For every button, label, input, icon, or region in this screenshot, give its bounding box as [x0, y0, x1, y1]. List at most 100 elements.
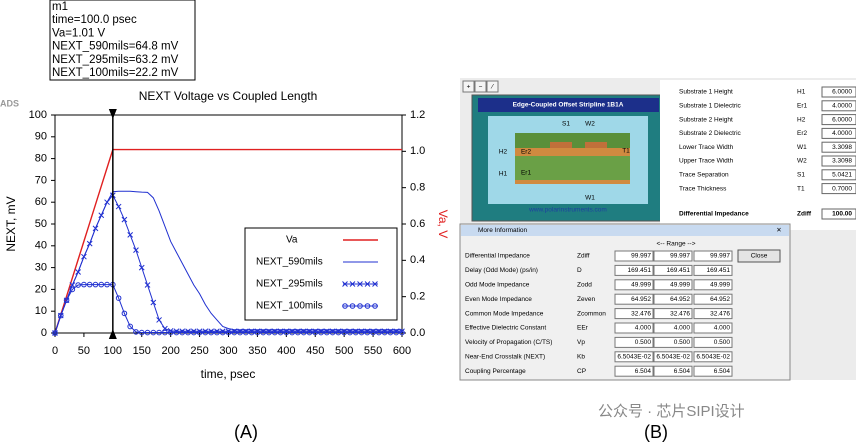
param-field[interactable]	[821, 141, 856, 153]
param-field[interactable]	[821, 183, 856, 195]
param-field[interactable]	[821, 114, 856, 126]
marker-o	[324, 329, 330, 336]
x-tick-label: 50	[78, 345, 90, 357]
close-button[interactable]	[737, 249, 781, 263]
param-field[interactable]	[821, 155, 856, 167]
param-value: 3.3098	[832, 144, 852, 151]
marker-o	[271, 329, 278, 336]
param-label: Trace Separation	[679, 172, 729, 179]
marker-o	[191, 329, 197, 336]
row-value: 32.476	[710, 310, 730, 317]
marker-x	[86, 240, 93, 247]
dialog-title-bar	[461, 225, 789, 236]
toolbar-label[interactable]: +	[467, 84, 471, 91]
row-value: 4.000	[635, 325, 652, 332]
param-symbol: Er2	[797, 130, 808, 137]
param-field[interactable]	[821, 127, 856, 139]
toolbar-button[interactable]	[486, 80, 499, 93]
value-field	[693, 279, 733, 291]
close-label[interactable]: Close	[751, 253, 768, 260]
row-value: 4.000	[674, 325, 691, 332]
param-value: 5.0421	[832, 172, 852, 179]
legend-marker	[357, 281, 363, 287]
param-symbol: W2	[797, 158, 807, 165]
y2-tick-label: 1.2	[410, 109, 425, 121]
toolbar-button[interactable]	[462, 80, 475, 93]
row-value: 49.999	[631, 282, 651, 289]
legend-label: NEXT_590mils	[256, 257, 323, 268]
y-tick-label: 90	[35, 131, 47, 143]
marker-x	[138, 264, 145, 271]
x-axis-label: time, psec	[201, 367, 256, 381]
row-label: Coupling Percentage	[465, 368, 526, 375]
marker-o	[283, 329, 290, 336]
row-label: Effective Dielectric Constant	[465, 325, 546, 332]
param-field[interactable]	[821, 100, 856, 112]
row-value: 6.504	[635, 368, 652, 375]
marker-x	[121, 216, 128, 223]
row-symbol: Zcommon	[577, 310, 606, 317]
marker-o	[81, 281, 87, 288]
toolbar-button[interactable]	[474, 80, 487, 93]
marker-x	[69, 282, 76, 288]
marker-x	[133, 247, 139, 254]
value-field	[614, 264, 654, 276]
marker-x	[98, 212, 105, 219]
legend-marker	[364, 281, 371, 287]
x-tick-label: 550	[364, 345, 382, 357]
marker-o	[387, 329, 394, 336]
param-value: 4.0000	[832, 103, 852, 110]
diagram-label: H2	[499, 149, 508, 156]
row-value: 6.5043E-02	[696, 354, 730, 361]
value-field	[653, 250, 693, 262]
marker-o	[86, 281, 93, 288]
marker-o	[277, 329, 284, 336]
row-value: 49.999	[710, 282, 730, 289]
diagram-title-bar	[478, 98, 659, 112]
y-tick-label: 10	[35, 305, 47, 317]
marker-o	[376, 329, 382, 336]
value-field	[693, 365, 733, 377]
marker-x	[150, 299, 157, 306]
y2-tick-label: 0.2	[410, 291, 425, 303]
y-tick-label: 70	[35, 174, 47, 186]
row-symbol: EEr	[577, 325, 589, 332]
row-symbol: Zodd	[577, 282, 592, 289]
marker-o	[358, 329, 365, 336]
layer	[515, 180, 630, 184]
legend-marker	[372, 281, 378, 287]
toolbar-label[interactable]: ⁄	[490, 84, 494, 91]
value-field	[653, 264, 693, 276]
marker-o	[150, 329, 157, 336]
param-value: 0.7000	[832, 185, 852, 192]
y-tick-label: 40	[35, 240, 47, 252]
row-value: 99.997	[670, 253, 690, 260]
trace	[585, 142, 607, 148]
marker-o	[196, 329, 203, 336]
param-field[interactable]	[821, 169, 856, 181]
diagram-label: W1	[585, 195, 595, 202]
legend-label: Va	[286, 235, 298, 246]
marker-o	[202, 329, 209, 336]
marker-o	[104, 281, 110, 288]
toolbar-label[interactable]: −	[479, 84, 483, 91]
x-tick-label: 100	[104, 345, 122, 357]
marker-text: NEXT_295mils=63.2 mV	[52, 54, 179, 66]
diagram-label: T1	[622, 148, 630, 155]
layer	[515, 156, 630, 180]
value-field	[614, 279, 654, 291]
x-tick-label: 0	[52, 345, 58, 357]
row-label: Near-End Crosstalk (NEXT)	[465, 354, 545, 361]
diagram-label: Er2	[521, 149, 532, 156]
legend-box	[244, 227, 398, 321]
param-field[interactable]	[821, 86, 856, 98]
marker-o	[254, 329, 261, 336]
row-value: 169.451	[667, 267, 691, 274]
row-value: 0.500	[635, 339, 652, 346]
x-tick-label: 300	[219, 345, 237, 357]
dialog-close-x[interactable]: ✕	[776, 227, 781, 234]
value-field	[653, 308, 693, 320]
row-symbol: Zdiff	[577, 253, 590, 260]
param-value: 4.0000	[832, 130, 852, 137]
panel-label: (A)	[234, 422, 258, 442]
